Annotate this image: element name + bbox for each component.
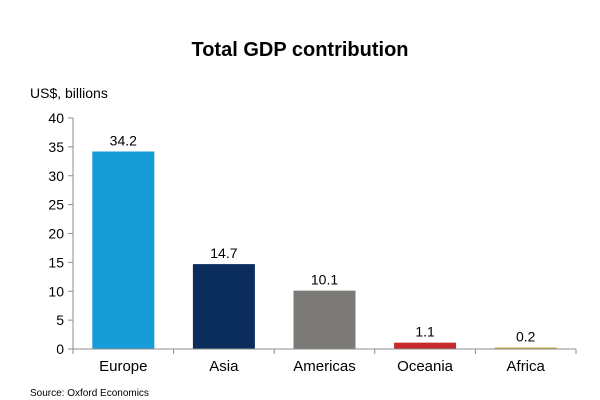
data-label-europe: 34.2: [110, 132, 137, 148]
x-category-label: Americas: [293, 358, 356, 375]
y-tick-label: 25: [48, 197, 64, 213]
x-category-label: Africa: [507, 358, 546, 375]
y-tick-label: 15: [48, 254, 64, 270]
data-label-asia: 14.7: [210, 245, 237, 261]
bar-asia: [192, 264, 255, 349]
y-tick-label: 10: [48, 283, 64, 299]
bar-europe: [92, 151, 155, 349]
y-tick-label: 40: [48, 110, 64, 126]
bar-oceania: [394, 342, 457, 349]
data-label-oceania: 1.1: [415, 324, 435, 340]
y-tick-label: 20: [48, 226, 64, 242]
x-category-label: Asia: [209, 358, 239, 375]
data-label-americas: 10.1: [311, 272, 338, 288]
x-category-label: Oceania: [397, 358, 454, 375]
bar-americas: [293, 290, 356, 349]
x-axis: Europe Asia Americas Oceania Africa: [72, 348, 577, 375]
bar-africa: [494, 347, 557, 349]
data-label-africa: 0.2: [516, 329, 536, 345]
y-tick-label: 5: [56, 312, 64, 328]
y-axis: 0 5 10 15 20 25 30 35 40: [48, 110, 74, 357]
y-tick-label: 0: [56, 341, 64, 357]
y-axis-unit-label: US$, billions: [30, 85, 108, 101]
y-tick-label: 30: [48, 168, 64, 184]
y-tick-label: 35: [48, 139, 64, 155]
x-category-label: Europe: [99, 358, 147, 375]
chart-title: Total GDP contribution: [191, 39, 409, 61]
bars: 34.2 14.7 10.1 1.1 0.2: [92, 132, 557, 349]
source-note: Source: Oxford Economics: [30, 388, 149, 399]
